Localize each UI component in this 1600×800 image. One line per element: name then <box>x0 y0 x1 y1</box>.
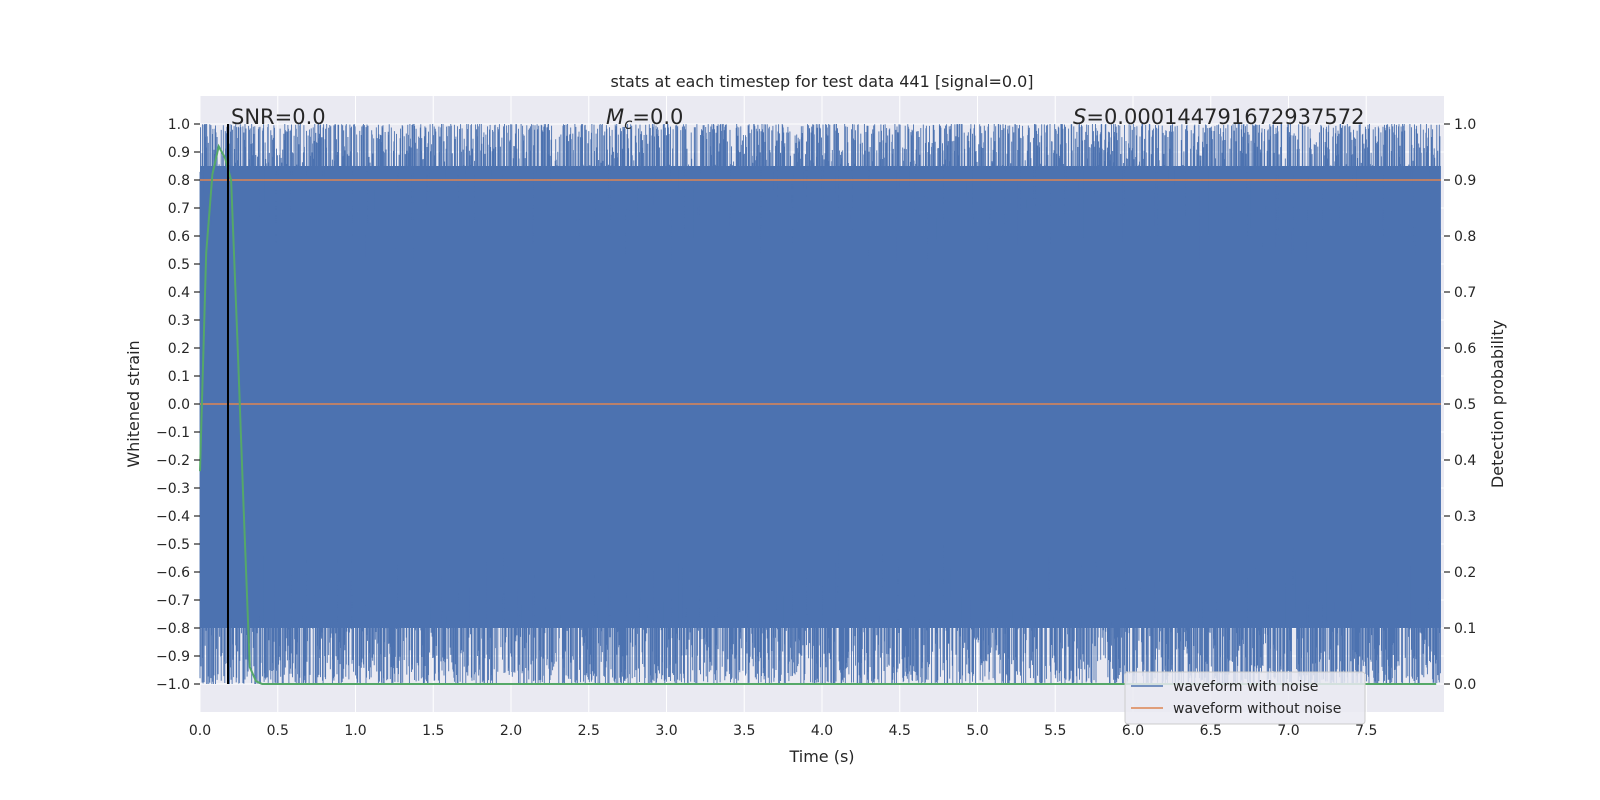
x-tick-label: 5.5 <box>1044 723 1066 739</box>
y-tick-label: 1.0 <box>168 117 190 133</box>
s-annotation: S=0.000144791672937572 <box>1073 105 1364 129</box>
y2-tick-label: 0.0 <box>1454 677 1476 693</box>
y-tick-label: 0.1 <box>168 369 190 385</box>
legend: waveform with noise waveform without noi… <box>1124 671 1366 725</box>
x-tick-label: 3.5 <box>733 723 755 739</box>
y-tick-label: −0.4 <box>156 509 190 525</box>
x-tick-label: 6.0 <box>1122 723 1144 739</box>
y-tick-label: 0.4 <box>168 285 190 301</box>
chirp-mass-annotation: Mc=0.0 <box>606 105 683 133</box>
y-tick-label: −0.5 <box>156 537 190 553</box>
x-axis-ticks: 0.0 0.5 1.0 1.5 2.0 2.5 3.0 3.5 4.0 4.5 5.0 5.5 6.0 6… <box>189 723 1378 739</box>
y-tick-label: −1.0 <box>156 677 190 693</box>
x-tick-label: 1.0 <box>344 723 366 739</box>
x-tick-label: 6.5 <box>1200 723 1222 739</box>
y-tick-label: −0.2 <box>156 453 190 469</box>
y2-tick-label: 0.4 <box>1454 453 1476 469</box>
y-tick-label: −0.6 <box>156 565 190 581</box>
y-tick-label: −0.3 <box>156 481 190 497</box>
y2-tick-label: 0.3 <box>1454 509 1476 525</box>
lines <box>199 124 1441 685</box>
s-value: =0.000144791672937572 <box>1086 105 1364 129</box>
y-tick-label: 0.0 <box>168 397 190 413</box>
x-tick-label: 2.5 <box>578 723 600 739</box>
waveform-with-noise-series <box>199 124 1441 684</box>
y2-tick-label: 0.7 <box>1454 285 1476 301</box>
s-symbol: S <box>1073 105 1086 129</box>
x-tick-label: 0.0 <box>189 723 211 739</box>
x-tick-label: 7.5 <box>1355 723 1377 739</box>
y-tick-label: −0.1 <box>156 425 190 441</box>
y-tick-label: 0.7 <box>168 201 190 217</box>
legend-box <box>1124 671 1366 725</box>
y2-tick-label: 0.1 <box>1454 621 1476 637</box>
chirp-mass-subscript: c <box>624 115 633 133</box>
y2-tick-label: 0.8 <box>1454 229 1476 245</box>
y-tick-label: 0.6 <box>168 229 190 245</box>
x-tick-label: 4.5 <box>889 723 911 739</box>
x-tick-label: 0.5 <box>267 723 289 739</box>
detection-probability-line <box>199 143 1437 685</box>
y-tick-label: 0.9 <box>168 145 190 161</box>
y2-tick-label: 0.2 <box>1454 565 1476 581</box>
x-tick-label: 5.0 <box>966 723 988 739</box>
x-tick-label: 2.0 <box>500 723 522 739</box>
x-axis-label: Time (s) <box>788 747 854 766</box>
y-tick-label: −0.9 <box>156 649 190 665</box>
x-tick-label: 1.5 <box>422 723 444 739</box>
chirp-mass-symbol: M <box>606 105 624 129</box>
chart-title: stats at each timestep for test data 441… <box>610 72 1033 91</box>
y-tick-label: 0.3 <box>168 313 190 329</box>
y2-tick-label: 1.0 <box>1454 117 1476 133</box>
y2-tick-label: 0.9 <box>1454 173 1476 189</box>
y2-tick-label: 0.6 <box>1454 341 1476 357</box>
legend-label-noise: waveform with noise <box>1173 679 1318 695</box>
y-tick-label: −0.7 <box>156 593 190 609</box>
x-tick-label: 4.0 <box>811 723 833 739</box>
y-tick-label: 0.5 <box>168 257 190 273</box>
x-tick-label: 3.0 <box>655 723 677 739</box>
y-tick-label: 0.2 <box>168 341 190 357</box>
y2-axis-ticks: 1.0 0.9 0.8 0.7 0.6 0.5 0.4 0.3 0.2 0.1 0.0 <box>1444 117 1476 693</box>
y2-axis-label: Detection probability <box>1488 320 1507 488</box>
y-tick-label: 0.8 <box>168 173 190 189</box>
x-tick-label: 7.0 <box>1277 723 1299 739</box>
chirp-mass-value: =0.0 <box>632 105 683 129</box>
legend-label-clean: waveform without noise <box>1173 701 1341 717</box>
y-axis-ticks: 1.0 0.9 0.8 0.7 0.6 0.5 0.4 0.3 0.2 0.1 0.0 −0.1 −0.… <box>156 117 200 693</box>
y2-tick-label: 0.5 <box>1454 397 1476 413</box>
y-axis-label: Whitened strain <box>124 340 143 467</box>
noise-trace <box>199 124 1441 684</box>
snr-annotation: SNR=0.0 <box>231 105 326 129</box>
y-tick-label: −0.8 <box>156 621 190 637</box>
